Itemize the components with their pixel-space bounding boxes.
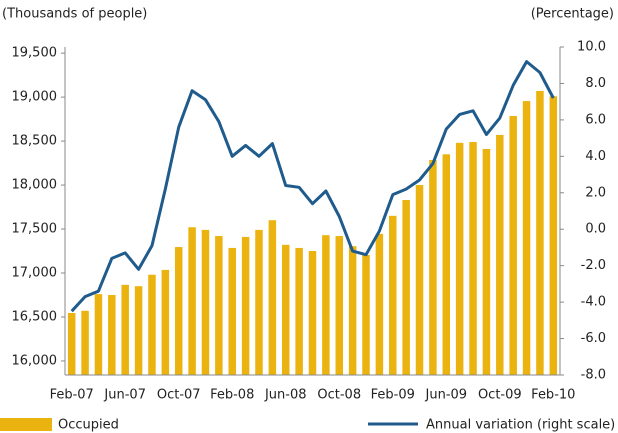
bar xyxy=(67,313,76,375)
x-tick-label: Oct-09 xyxy=(478,388,522,403)
bar xyxy=(134,286,143,375)
bar xyxy=(215,236,223,375)
bar xyxy=(335,236,344,375)
x-tick-label: Feb-10 xyxy=(531,388,575,403)
y2-tick-label: 6.0 xyxy=(585,112,606,127)
bar xyxy=(161,269,170,375)
bar xyxy=(375,233,384,375)
y2-tick-label: -2.0 xyxy=(581,258,606,273)
bar xyxy=(415,185,424,375)
x-tick-label: Oct-07 xyxy=(157,388,201,403)
bar xyxy=(455,142,464,375)
y-tick-label: 19,500 xyxy=(12,46,58,61)
y-tick-label: 19,000 xyxy=(12,90,58,105)
bar xyxy=(536,90,544,375)
bar xyxy=(281,244,290,375)
y-tick-label: 17,000 xyxy=(12,265,58,280)
y-axis-label: (Thousands of people) xyxy=(2,7,147,22)
bar xyxy=(255,229,263,375)
y2-tick-label: 2.0 xyxy=(585,185,606,200)
y-tick-label: 16,500 xyxy=(12,309,58,324)
bar xyxy=(522,101,531,375)
y2-tick-label: 10.0 xyxy=(577,40,606,55)
y2-tick-label: 0.0 xyxy=(585,222,606,237)
bar xyxy=(362,254,370,375)
bar xyxy=(389,215,397,375)
x-tick-label: Feb-07 xyxy=(50,388,94,403)
bar xyxy=(308,251,317,375)
y2-tick-label: -6.0 xyxy=(581,331,606,346)
bar xyxy=(549,96,558,376)
bar xyxy=(174,247,183,375)
bar xyxy=(402,200,410,375)
bar xyxy=(429,159,437,375)
x-tick-label: Jun-09 xyxy=(425,388,468,403)
y2-tick-label: -8.0 xyxy=(581,368,606,383)
y2-tick-label: -4.0 xyxy=(581,295,606,310)
x-tick-label: Feb-09 xyxy=(371,388,415,403)
bar xyxy=(348,246,357,375)
x-tick-label: Jun-08 xyxy=(264,388,307,403)
legend-label: Annual variation (right scale) xyxy=(426,418,615,433)
bar xyxy=(268,220,277,375)
legend-swatch xyxy=(0,418,52,431)
bar xyxy=(81,310,89,375)
y-tick-label: 16,000 xyxy=(12,353,58,368)
bar xyxy=(108,294,116,375)
x-tick-label: Jun-07 xyxy=(103,388,146,403)
bar xyxy=(121,284,129,375)
bar xyxy=(201,229,210,375)
y-tick-label: 18,000 xyxy=(12,178,58,193)
bar xyxy=(241,236,250,375)
y2-tick-label: 4.0 xyxy=(585,149,606,164)
bar xyxy=(148,274,156,375)
bar xyxy=(94,294,103,375)
bar xyxy=(322,235,330,375)
x-tick-label: Oct-08 xyxy=(317,388,361,403)
bar xyxy=(509,116,517,376)
bar xyxy=(228,247,236,375)
bar xyxy=(295,247,303,375)
legend-label: Occupied xyxy=(58,418,119,433)
bar xyxy=(442,154,451,375)
bar xyxy=(482,149,491,375)
y-tick-label: 18,500 xyxy=(12,134,58,149)
x-tick-label: Feb-08 xyxy=(210,388,254,403)
line xyxy=(70,60,555,313)
bar xyxy=(469,141,477,375)
y-tick-label: 17,500 xyxy=(12,222,58,237)
y2-tick-label: 8.0 xyxy=(585,76,606,91)
bar xyxy=(496,134,504,375)
y2-axis-label: (Percentage) xyxy=(531,7,614,22)
bar xyxy=(188,227,196,375)
